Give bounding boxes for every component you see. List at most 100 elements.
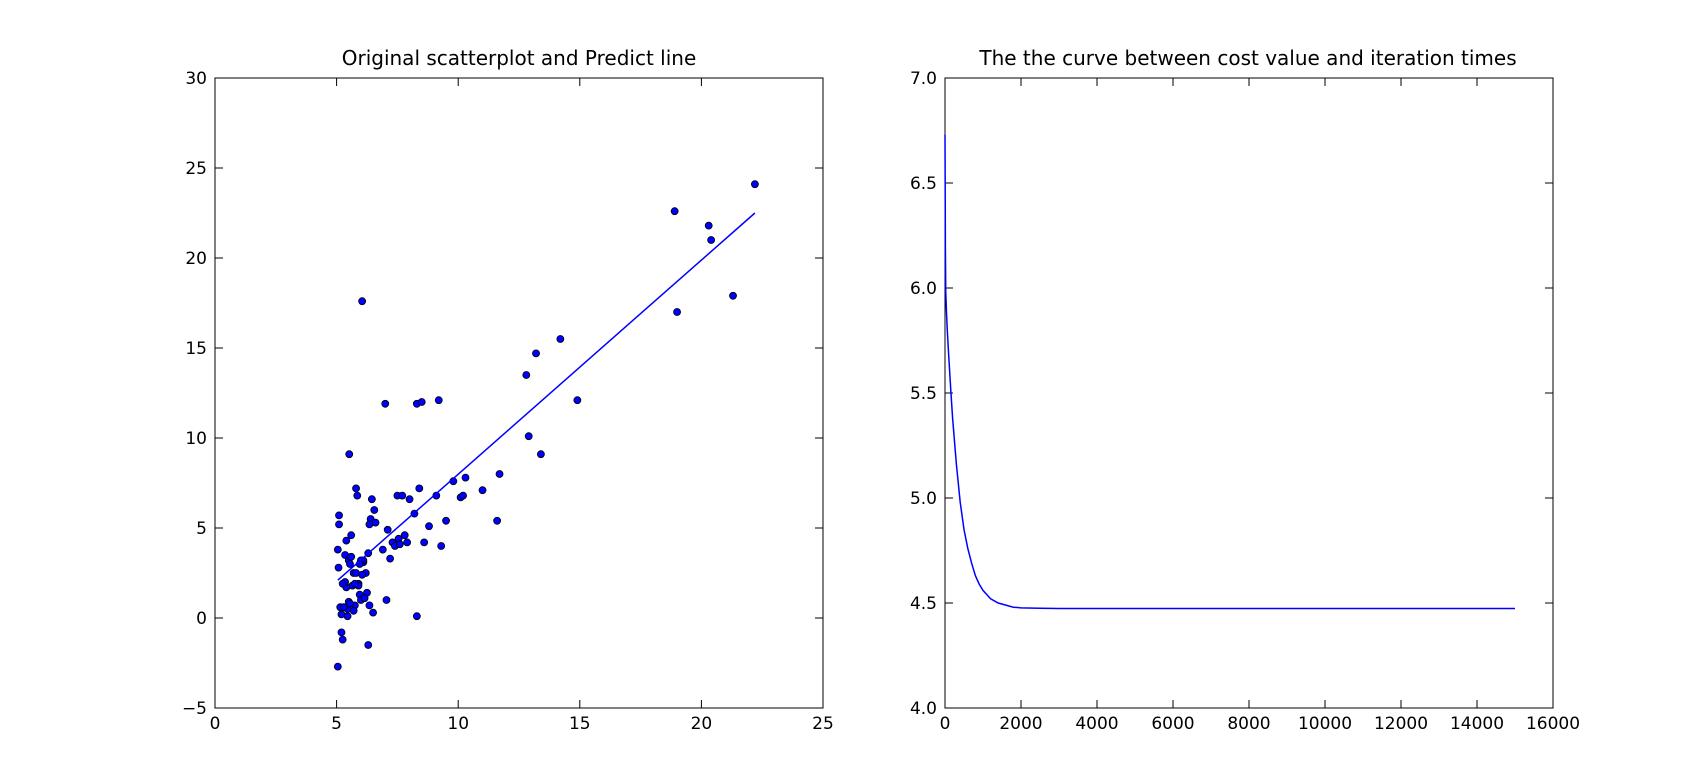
scatter-point xyxy=(382,596,391,604)
scatter-point xyxy=(729,291,737,300)
scatter-point xyxy=(412,612,421,621)
chart-title: Original scatterplot and Predict line xyxy=(342,46,697,70)
x-tick-label: 0 xyxy=(940,714,951,734)
scatter-point xyxy=(349,606,358,615)
scatter-point xyxy=(350,579,359,588)
scatter-point xyxy=(522,371,531,379)
scatter-point xyxy=(459,491,467,500)
scatter-point xyxy=(425,522,433,531)
y-tick-label: 7.0 xyxy=(910,69,937,89)
x-tick-label: 0 xyxy=(210,714,221,734)
data-marks xyxy=(333,180,759,671)
scatter-point xyxy=(556,335,565,343)
x-tick-label: 10 xyxy=(447,714,469,734)
scatter-point xyxy=(347,531,356,540)
scatter-point xyxy=(524,432,533,441)
scatter-point xyxy=(358,297,367,306)
y-tick-label: 5.0 xyxy=(910,489,937,509)
scatter-point xyxy=(353,491,362,500)
scatter-point xyxy=(343,612,352,621)
y-tick-label: 0 xyxy=(196,609,207,629)
x-tick-label: 15 xyxy=(569,714,591,734)
scatter-point xyxy=(573,396,582,405)
scatter-point xyxy=(378,545,387,554)
scatter-chart: Original scatterplot and Predict line 0 5… xyxy=(182,46,834,734)
scatter-point xyxy=(369,608,377,617)
y-tick-label: 5.5 xyxy=(910,384,937,404)
scatter-point xyxy=(398,491,407,500)
scatter-point xyxy=(360,594,369,603)
scatter-point xyxy=(335,520,343,529)
y-tick-label: −5 xyxy=(182,699,207,719)
x-tick-label: 10000 xyxy=(1298,714,1352,734)
scatter-point xyxy=(400,531,409,540)
scatter-point xyxy=(338,635,347,644)
scatter-point xyxy=(342,536,351,545)
scatter-point xyxy=(493,516,502,525)
scatter-point xyxy=(395,540,404,549)
scatter-point xyxy=(461,473,470,482)
scatter-point xyxy=(704,221,713,230)
scatter-point xyxy=(417,398,426,406)
scatter-point xyxy=(386,554,395,563)
scatter-point xyxy=(365,601,374,610)
x-tick-label: 4000 xyxy=(1075,714,1118,734)
scatter-point xyxy=(358,570,367,579)
axis-ticks: 0 2000 4000 6000 8000 10000 12000 14000 16000 4.0… xyxy=(910,69,1580,734)
scatter-point xyxy=(337,628,346,637)
scatter-point xyxy=(670,207,679,216)
x-tick-label: 8000 xyxy=(1227,714,1270,734)
scatter-point xyxy=(334,563,343,572)
scatter-point xyxy=(532,349,540,358)
scatter-point xyxy=(442,516,450,525)
scatter-point xyxy=(333,662,342,671)
scatter-point xyxy=(352,484,360,493)
x-tick-label: 2000 xyxy=(999,714,1042,734)
scatter-point xyxy=(673,308,681,316)
y-tick-label: 5 xyxy=(196,519,207,539)
plot-area-frame xyxy=(214,77,824,709)
scatter-point xyxy=(420,538,429,547)
x-tick-label: 5 xyxy=(331,714,342,734)
scatter-point xyxy=(338,579,347,588)
scatter-point xyxy=(415,484,424,493)
y-tick-label: 4.0 xyxy=(910,699,937,719)
scatter-point xyxy=(367,495,376,504)
scatter-point xyxy=(365,520,374,529)
scatter-point xyxy=(370,506,379,514)
scatter-point xyxy=(707,236,716,244)
x-tick-label: 16000 xyxy=(1526,714,1580,734)
scatter-point xyxy=(339,603,348,612)
scatter-point xyxy=(434,396,443,405)
scatter-point xyxy=(381,399,390,408)
y-tick-label: 6.0 xyxy=(910,279,937,299)
y-tick-label: 6.5 xyxy=(910,174,937,194)
y-tick-label: 30 xyxy=(185,69,207,89)
x-tick-label: 25 xyxy=(812,714,834,734)
scatter-point xyxy=(478,486,487,495)
scatter-point xyxy=(383,525,392,534)
scatter-point xyxy=(495,470,504,478)
cost-curve-chart: The the curve between cost value and ite… xyxy=(910,46,1580,734)
cost-line xyxy=(944,134,1515,610)
x-tick-label: 6000 xyxy=(1151,714,1194,734)
y-tick-label: 15 xyxy=(185,339,207,359)
scatter-point xyxy=(403,538,412,547)
x-tick-label: 14000 xyxy=(1450,714,1504,734)
scatter-point xyxy=(405,495,414,504)
scatter-point xyxy=(751,180,759,189)
scatter-point xyxy=(536,450,545,459)
scatter-point xyxy=(347,552,356,561)
y-tick-label: 4.5 xyxy=(910,594,937,614)
scatter-point xyxy=(335,511,343,520)
scatter-point xyxy=(346,599,354,608)
scatter-point xyxy=(333,545,342,554)
scatter-point xyxy=(345,450,354,459)
x-tick-label: 12000 xyxy=(1374,714,1428,734)
scatter-point xyxy=(364,641,373,649)
y-tick-label: 25 xyxy=(185,159,207,179)
scatter-point xyxy=(437,542,446,550)
